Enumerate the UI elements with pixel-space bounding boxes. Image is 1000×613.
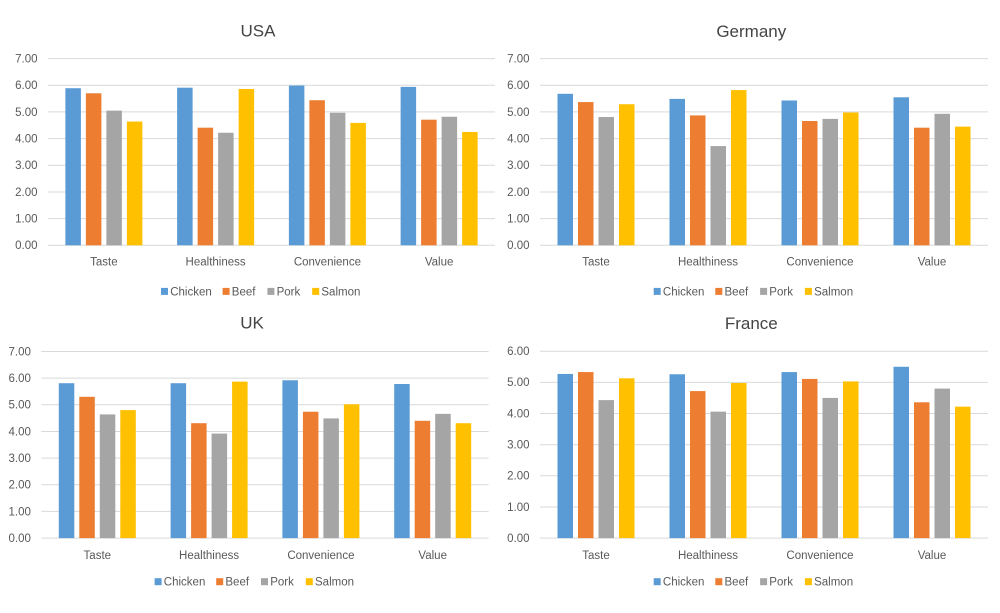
svg-text:Salmon: Salmon: [814, 577, 853, 589]
svg-text:Taste: Taste: [582, 257, 610, 269]
svg-text:5.00: 5.00: [15, 107, 37, 119]
svg-text:Convenience: Convenience: [786, 550, 853, 562]
svg-text:4.00: 4.00: [507, 134, 529, 146]
svg-text:5.00: 5.00: [507, 107, 529, 119]
svg-text:2.00: 2.00: [15, 187, 37, 199]
svg-text:Pork: Pork: [270, 577, 294, 589]
svg-text:Healthiness: Healthiness: [186, 257, 246, 269]
svg-text:3.00: 3.00: [15, 160, 37, 172]
svg-text:USA: USA: [241, 22, 277, 41]
svg-text:3.00: 3.00: [9, 453, 31, 465]
svg-text:3.00: 3.00: [507, 440, 529, 452]
svg-text:2.00: 2.00: [507, 187, 529, 199]
svg-text:Taste: Taste: [90, 257, 118, 269]
svg-text:7.00: 7.00: [507, 54, 529, 66]
svg-text:1.00: 1.00: [9, 506, 31, 518]
svg-text:Chicken: Chicken: [164, 577, 206, 589]
svg-text:Convenience: Convenience: [294, 257, 361, 269]
svg-text:Healthiness: Healthiness: [678, 257, 738, 269]
svg-text:7.00: 7.00: [15, 54, 37, 66]
svg-text:7.00: 7.00: [9, 346, 31, 358]
svg-text:Healthiness: Healthiness: [678, 550, 738, 562]
svg-text:Value: Value: [918, 257, 947, 269]
svg-text:Value: Value: [425, 257, 454, 269]
svg-text:5.00: 5.00: [9, 400, 31, 412]
svg-text:1.00: 1.00: [507, 502, 529, 514]
svg-text:Convenience: Convenience: [786, 257, 853, 269]
svg-text:Chicken: Chicken: [663, 286, 705, 298]
svg-text:Pork: Pork: [769, 577, 793, 589]
svg-text:UK: UK: [240, 314, 264, 333]
svg-text:Beef: Beef: [225, 577, 249, 589]
svg-text:0.00: 0.00: [507, 240, 529, 252]
svg-text:1.00: 1.00: [15, 214, 37, 226]
svg-text:Chicken: Chicken: [170, 286, 212, 298]
svg-text:Pork: Pork: [769, 286, 793, 298]
svg-text:Taste: Taste: [582, 550, 610, 562]
svg-text:Pork: Pork: [277, 286, 301, 298]
svg-text:0.00: 0.00: [507, 533, 529, 545]
svg-text:Value: Value: [918, 550, 947, 562]
svg-text:3.00: 3.00: [507, 160, 529, 172]
svg-text:4.00: 4.00: [15, 134, 37, 146]
svg-text:Germany: Germany: [716, 22, 786, 41]
svg-text:Healthiness: Healthiness: [179, 550, 239, 562]
svg-text:Salmon: Salmon: [814, 286, 853, 298]
svg-text:6.00: 6.00: [9, 373, 31, 385]
svg-text:2.00: 2.00: [507, 471, 529, 483]
svg-text:Taste: Taste: [84, 550, 112, 562]
svg-text:6.00: 6.00: [507, 80, 529, 92]
svg-text:0.00: 0.00: [9, 533, 31, 545]
svg-text:6.00: 6.00: [507, 346, 529, 358]
svg-text:5.00: 5.00: [507, 377, 529, 389]
svg-text:1.00: 1.00: [507, 214, 529, 226]
svg-text:4.00: 4.00: [9, 426, 31, 438]
svg-text:0.00: 0.00: [15, 240, 37, 252]
svg-text:6.00: 6.00: [15, 80, 37, 92]
svg-text:Beef: Beef: [232, 286, 256, 298]
svg-text:Salmon: Salmon: [321, 286, 360, 298]
svg-text:2.00: 2.00: [9, 480, 31, 492]
svg-text:Convenience: Convenience: [287, 550, 354, 562]
svg-text:Value: Value: [418, 550, 447, 562]
svg-text:4.00: 4.00: [507, 408, 529, 420]
svg-text:France: France: [725, 314, 778, 333]
svg-text:Beef: Beef: [725, 286, 749, 298]
svg-text:Beef: Beef: [725, 577, 749, 589]
svg-text:Salmon: Salmon: [315, 577, 354, 589]
svg-text:Chicken: Chicken: [663, 577, 705, 589]
